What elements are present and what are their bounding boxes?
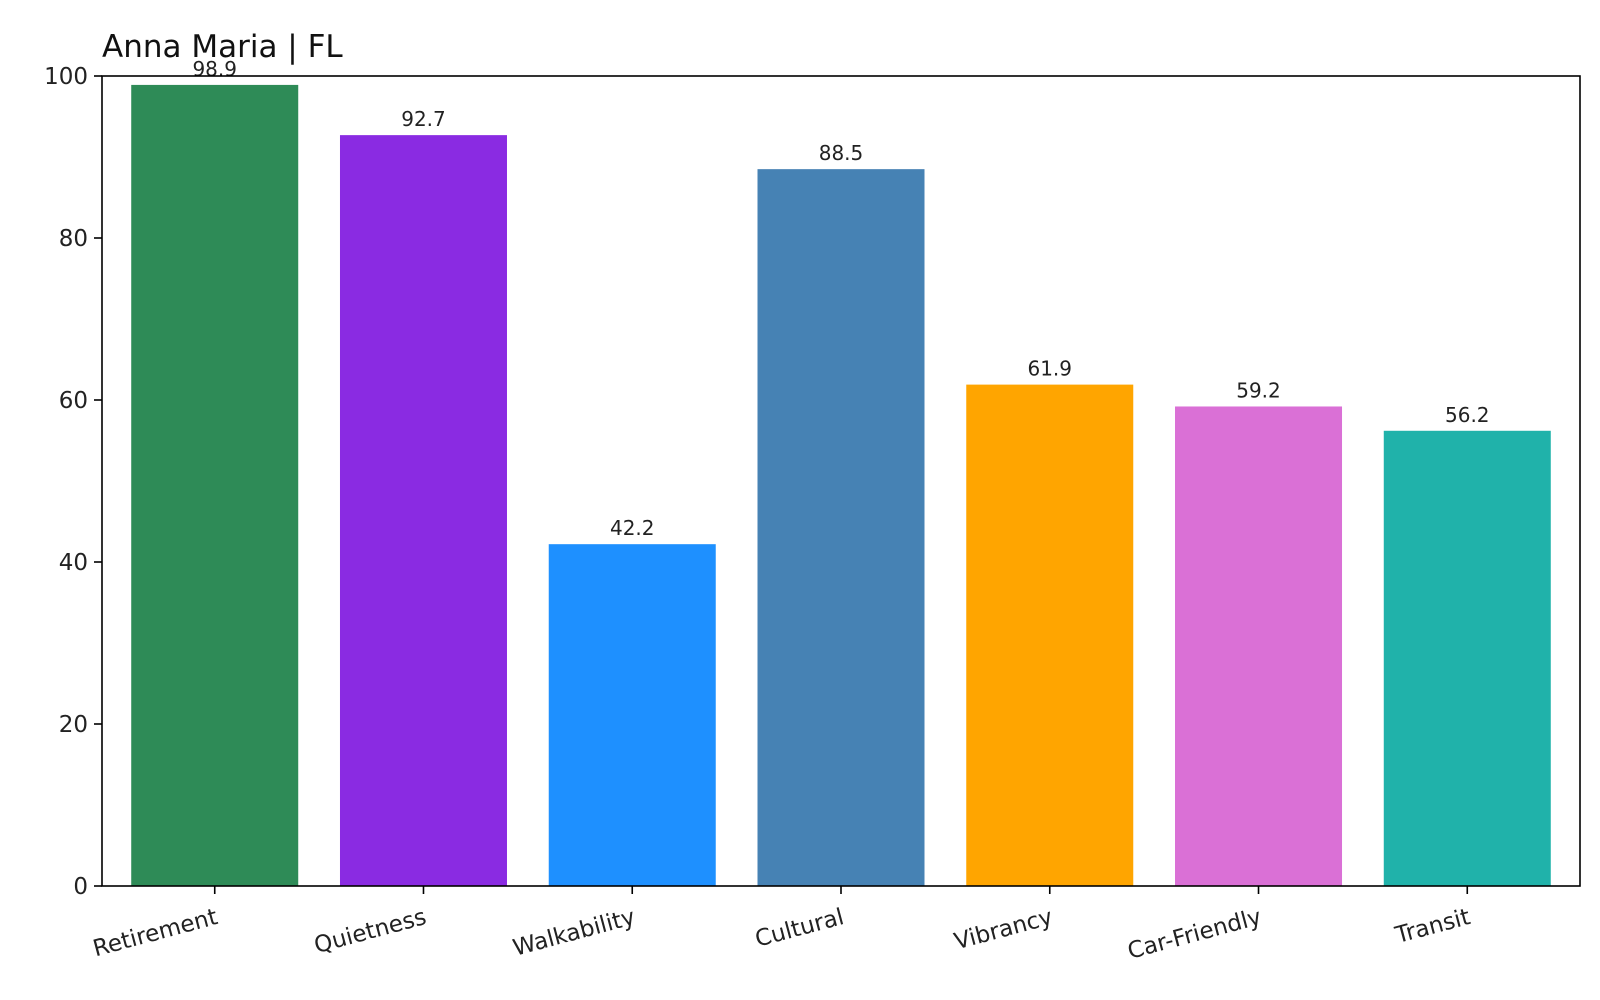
bar-transit xyxy=(1383,430,1551,886)
value-label-car-friendly: 59.2 xyxy=(1236,378,1281,402)
y-tick-label: 0 xyxy=(73,874,88,900)
value-label-vibrancy: 61.9 xyxy=(1027,357,1072,381)
x-axis: Retirement Quietness Walkability Cultural Vi… xyxy=(90,886,1473,965)
value-label-cultural: 88.5 xyxy=(819,141,864,165)
y-tick-label: 100 xyxy=(44,64,88,90)
value-label-quietness: 92.7 xyxy=(401,107,446,131)
value-label-transit: 56.2 xyxy=(1445,403,1490,427)
bar-quietness xyxy=(339,135,507,886)
bar-retirement xyxy=(131,84,299,886)
bar-vibrancy xyxy=(966,384,1134,886)
bar-cultural xyxy=(757,169,925,886)
y-tick-label: 20 xyxy=(59,712,88,738)
y-tick-label: 80 xyxy=(59,226,88,252)
y-tick-label: 60 xyxy=(59,388,88,414)
bar-walkability xyxy=(548,544,716,886)
chart-title: Anna Maria | FL xyxy=(102,29,343,65)
x-tick-label-walkability: Walkability xyxy=(510,904,638,962)
y-tick-label: 40 xyxy=(59,550,88,576)
x-tick-label-vibrancy: Vibrancy xyxy=(952,904,1056,955)
x-tick-label-quietness: Quietness xyxy=(311,904,429,959)
y-axis: 0 20 40 60 80 100 xyxy=(44,64,102,900)
value-label-retirement: 98.9 xyxy=(192,57,237,81)
x-tick-label-cultural: Cultural xyxy=(752,904,846,953)
x-tick-label-retirement: Retirement xyxy=(90,904,220,962)
value-labels-group: 98.9 92.7 42.2 88.5 61.9 59.2 56.2 xyxy=(192,57,1489,540)
bars-group xyxy=(131,84,1551,886)
x-tick-label-transit: Transit xyxy=(1392,904,1473,949)
x-tick-label-car-friendly: Car-Friendly xyxy=(1125,904,1264,965)
value-label-walkability: 42.2 xyxy=(610,516,655,540)
bar-car-friendly xyxy=(1175,406,1343,886)
